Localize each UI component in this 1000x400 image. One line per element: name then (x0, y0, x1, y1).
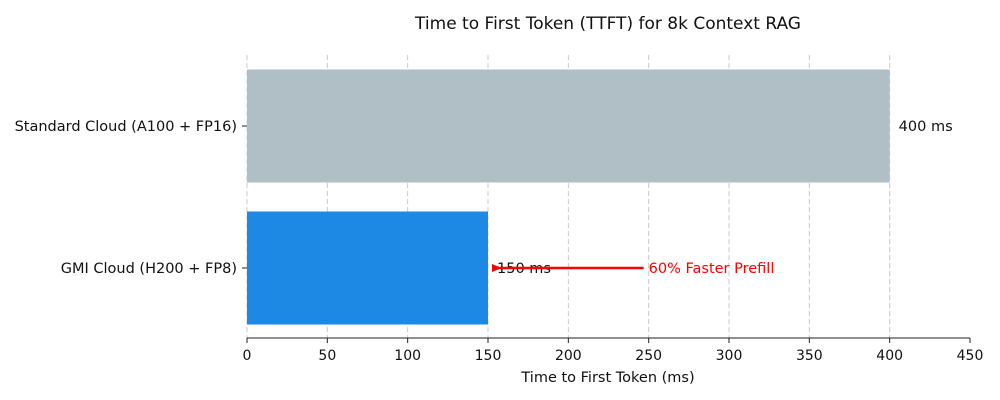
bar-layer (247, 69, 890, 325)
annotation: 60% Faster Prefill (492, 261, 775, 277)
x-tick-label-2: 100 (394, 348, 421, 364)
annotation-text: 60% Faster Prefill (649, 261, 775, 277)
tick-layer: 0 50 100 150 200 250 300 350 400 450 (242, 125, 984, 364)
x-tick-label-7: 350 (796, 348, 823, 364)
x-tick-label-5: 250 (635, 348, 662, 364)
label-layer: Standard Cloud (A100 + FP16) 400 ms GMI Cl… (15, 119, 953, 277)
x-tick-label-3: 150 (475, 348, 502, 364)
x-tick-label-1: 50 (318, 348, 336, 364)
x-tick-label-0: 0 (243, 348, 252, 364)
category-label-0: Standard Cloud (A100 + FP16) (15, 119, 237, 135)
x-tick-label-8: 400 (876, 348, 903, 364)
category-label-1: GMI Cloud (H200 + FP8) (61, 261, 237, 277)
chart-title: Time to First Token (TTFT) for 8k Contex… (414, 14, 801, 34)
x-axis-label: Time to First Token (ms) (520, 370, 694, 386)
value-label-0: 400 ms (899, 119, 953, 135)
x-tick-label-6: 300 (716, 348, 743, 364)
bar-0 (247, 69, 890, 183)
x-tick-label-9: 450 (957, 348, 984, 364)
x-tick-label-4: 200 (555, 348, 582, 364)
bar-1 (247, 211, 488, 325)
